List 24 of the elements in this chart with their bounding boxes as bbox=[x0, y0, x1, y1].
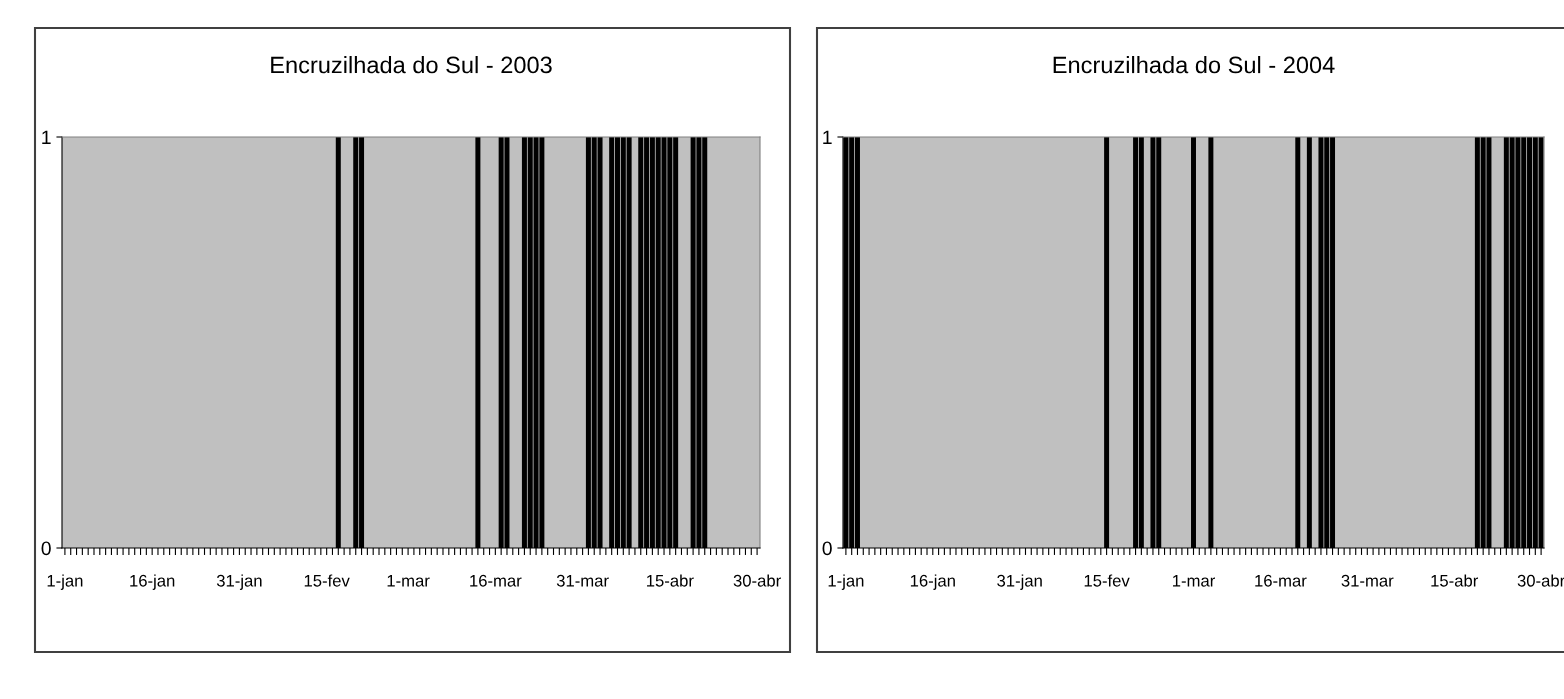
x-tick-label: 1-jan bbox=[828, 574, 864, 590]
x-tick-label: 30-abr bbox=[1517, 574, 1564, 587]
x-tick-label: 31-jan bbox=[997, 574, 1042, 590]
x-tick-label: 31-jan bbox=[216, 574, 262, 590]
y-tick-label: 1 bbox=[42, 130, 51, 145]
x-tick-label: 15-fev bbox=[304, 574, 350, 587]
x-tick-label: 15-fev bbox=[1084, 574, 1130, 587]
y-tick-label: 0 bbox=[41, 541, 51, 556]
x-tick-label: 16-mar bbox=[1255, 574, 1307, 587]
x-tick-label: 16-jan bbox=[910, 574, 955, 590]
x-tick-label: 15-abr bbox=[647, 574, 694, 587]
x-tick-label: 30-abr bbox=[733, 574, 781, 587]
x-tick-label: 1-mar bbox=[387, 575, 430, 587]
x-tick-label: 15-abr bbox=[1431, 574, 1479, 587]
x-tick-label: 1-mar bbox=[1173, 575, 1215, 587]
chart-title: Encruzilhada do Sul - 2003 bbox=[271, 56, 552, 74]
x-tick-label: 31-mar bbox=[1341, 574, 1394, 587]
y-tick-label: 0 bbox=[822, 541, 832, 556]
x-tick-label: 16-mar bbox=[470, 574, 522, 587]
x-tick-label: 31-mar bbox=[556, 574, 609, 587]
x-tick-label: 1-jan bbox=[47, 574, 83, 590]
x-tick-label: 16-jan bbox=[130, 574, 175, 590]
chart-title: Encruzilhada do Sul - 2004 bbox=[1053, 56, 1335, 74]
y-tick-label: 1 bbox=[823, 130, 832, 145]
